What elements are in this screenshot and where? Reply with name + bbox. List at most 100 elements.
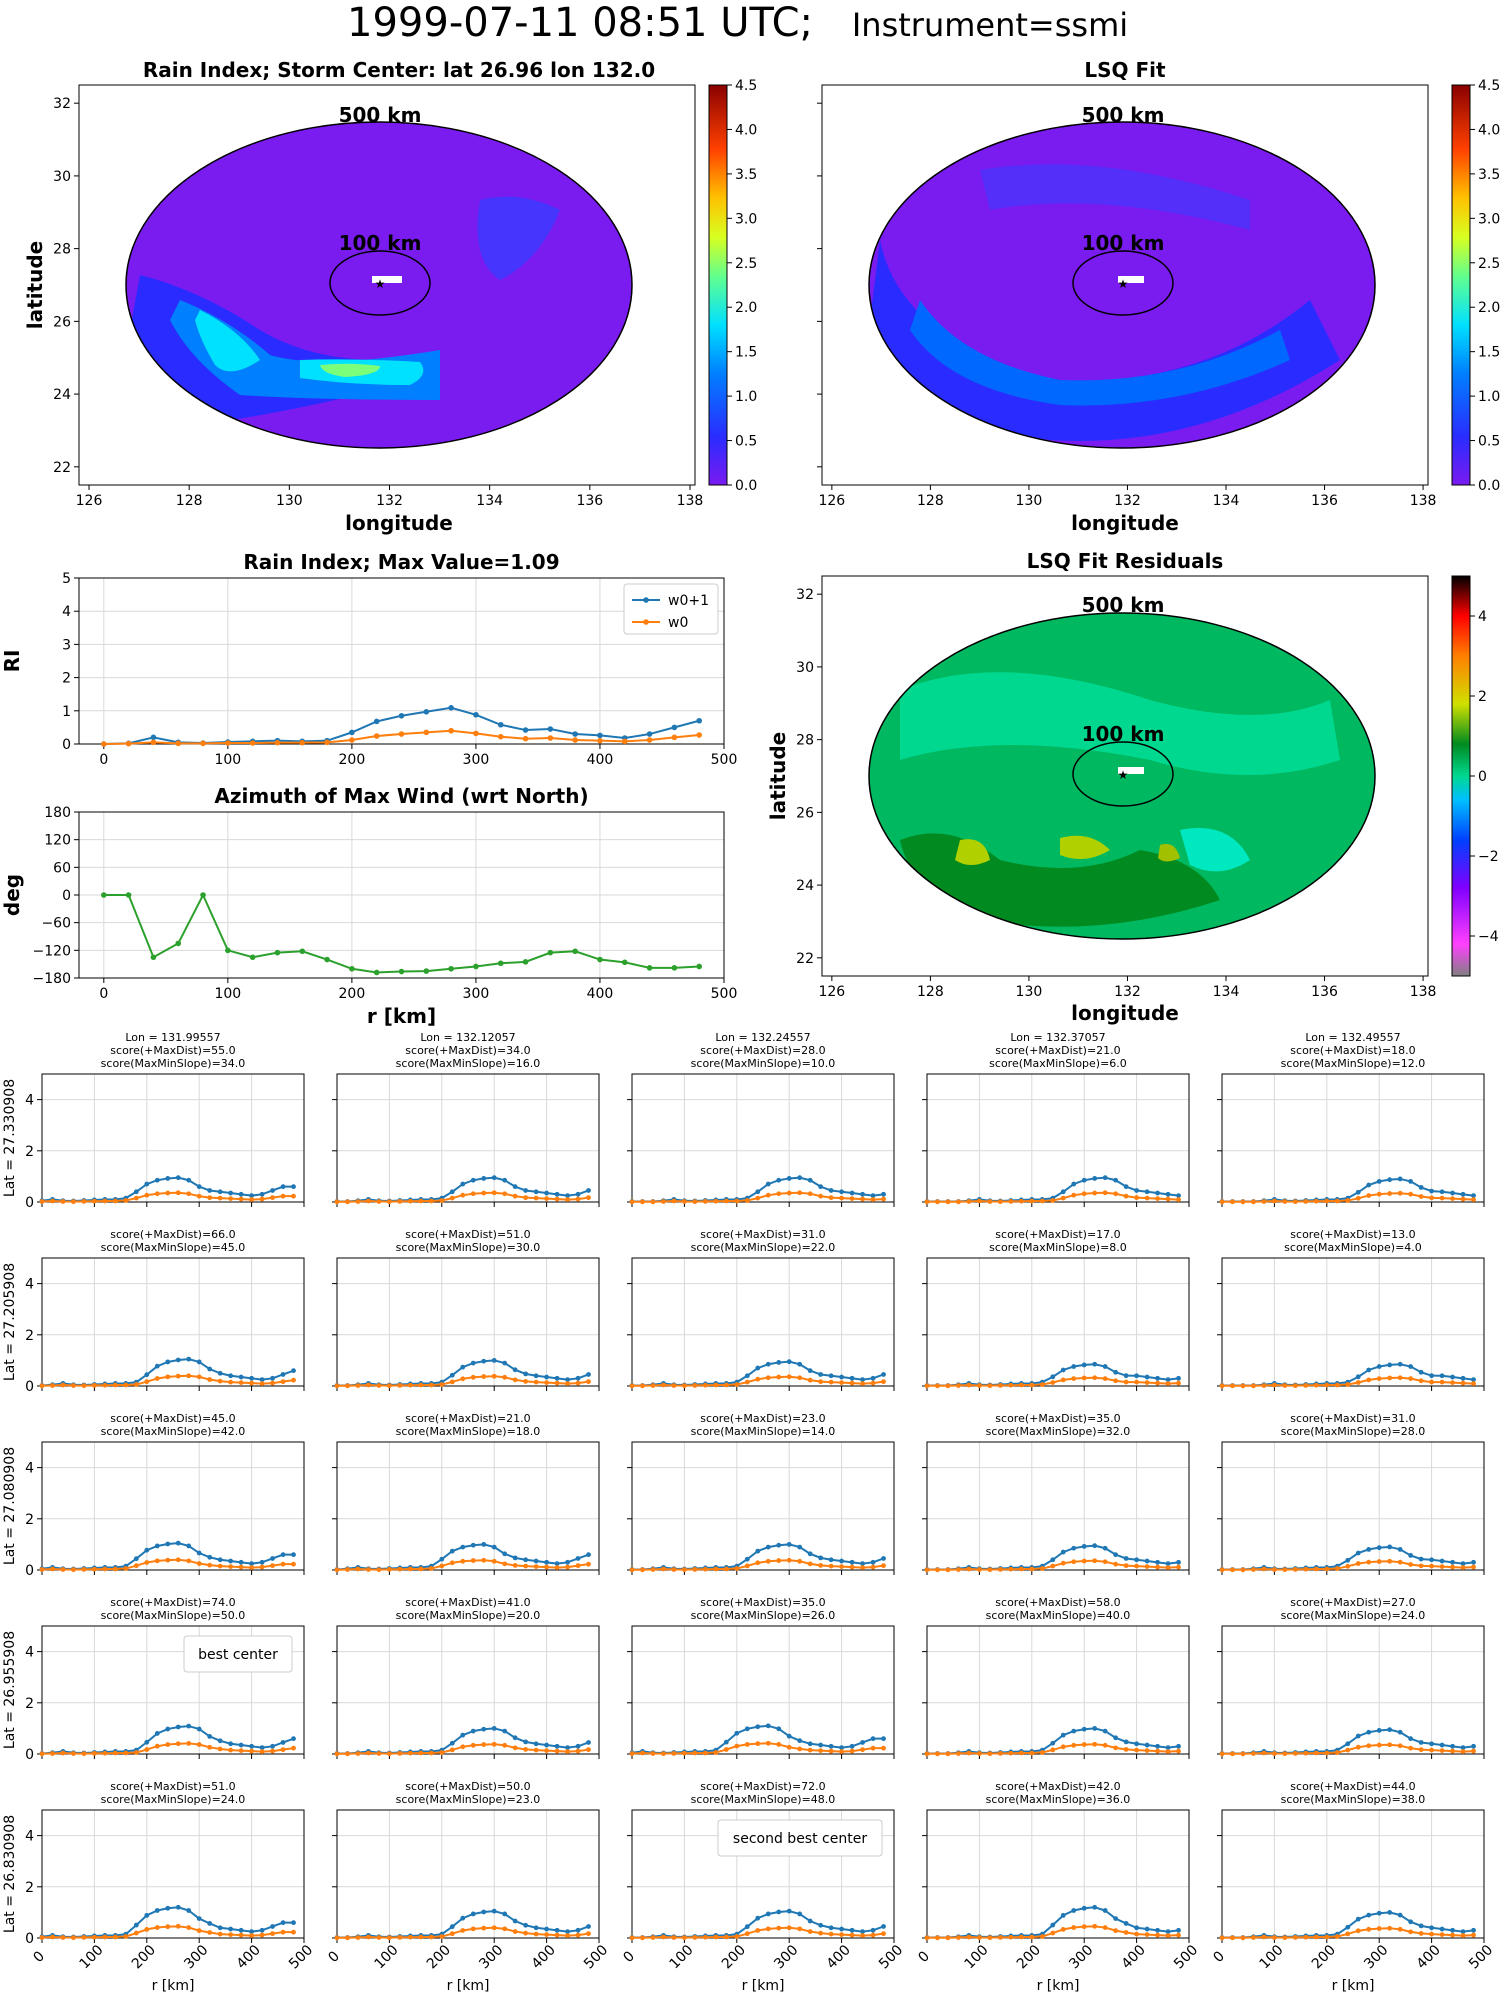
- cell-data-point: [807, 1918, 813, 1924]
- data-point: [473, 730, 479, 737]
- cell-data-point: [418, 1750, 424, 1756]
- cell-data-point: [407, 1750, 413, 1756]
- cell-data-point: [1060, 1377, 1066, 1383]
- cell-score-maxminslope: score(MaxMinSlope)=38.0: [1281, 1793, 1426, 1806]
- cell-data-point: [71, 1199, 76, 1205]
- cell-data-point: [945, 1567, 951, 1573]
- cell-data-point: [1060, 1912, 1066, 1918]
- x-tick-label: 400: [587, 986, 614, 1002]
- cell-data-point: [1081, 1362, 1087, 1368]
- cell-data-point: [238, 1927, 244, 1933]
- cell-x-tick-label: 400: [529, 1942, 559, 1972]
- cell-data-point: [776, 1374, 782, 1380]
- cell-data-point: [491, 1726, 497, 1731]
- cell-data-point: [1418, 1369, 1424, 1375]
- cell-data-point: [387, 1199, 392, 1205]
- cell-data-point: [334, 1751, 340, 1757]
- data-point: [621, 959, 628, 966]
- cell-data-point: [1155, 1196, 1160, 1201]
- cell-data-point: [870, 1745, 876, 1751]
- cell-data-point: [575, 1932, 581, 1938]
- x-tick-label: 200: [339, 986, 366, 1002]
- cell-x-tick-label: 400: [1119, 1942, 1149, 1972]
- cell-data-point: [1471, 1748, 1476, 1754]
- cell-data-point: [1176, 1559, 1181, 1565]
- cell-data-point: [491, 1558, 497, 1564]
- cell-x-tick-label: 200: [129, 1942, 159, 1972]
- cell-data-point: [734, 1743, 740, 1749]
- cell-data-point: [207, 1366, 213, 1372]
- cell-data-point: [1355, 1744, 1361, 1750]
- cell-data-point: [765, 1926, 771, 1932]
- cell-data-point: [207, 1195, 213, 1201]
- cell-data-point: [512, 1193, 518, 1199]
- data-point: [101, 741, 107, 747]
- cell-data-point: [291, 1377, 296, 1383]
- cell-data-point: [291, 1193, 296, 1199]
- cell-lon-label: Lon = 132.49557: [1305, 1031, 1400, 1044]
- cell-data-point: [1039, 1750, 1045, 1755]
- cell-data-point: [154, 1908, 160, 1913]
- cell-data-point: [249, 1743, 255, 1749]
- cell-data-point: [1450, 1559, 1455, 1565]
- cell-data-point: [50, 1566, 55, 1572]
- cell-data-point: [1050, 1374, 1056, 1380]
- cell-data-point: [544, 1374, 549, 1380]
- cell-data-point: [1155, 1748, 1160, 1754]
- cell-data-point: [554, 1748, 560, 1754]
- cell-data-point: [1081, 1191, 1087, 1197]
- cell-data-point: [1450, 1743, 1455, 1749]
- fit-band-outer: [870, 240, 1340, 441]
- cell-x-tick-label: 300: [1066, 1942, 1096, 1972]
- cell-data-point: [460, 1928, 466, 1933]
- map-x-tick-label: 138: [677, 493, 704, 509]
- cell-data-point: [523, 1563, 529, 1569]
- cell-data-point: [144, 1739, 150, 1745]
- cell-data-point: [1060, 1195, 1066, 1201]
- cell-score-maxminslope: score(MaxMinSlope)=26.0: [691, 1609, 836, 1622]
- rain-index-ylabel: latitude: [23, 241, 47, 329]
- data-point: [175, 740, 182, 747]
- cell-data-point: [428, 1198, 434, 1204]
- cell-data-point: [1113, 1745, 1119, 1751]
- cell-data-point: [439, 1556, 445, 1562]
- y-axis-label: deg: [0, 874, 24, 916]
- cell-data-point: [586, 1931, 591, 1937]
- cell-data-point: [60, 1382, 66, 1388]
- cell-data-point: [765, 1544, 771, 1550]
- cell-data-point: [1102, 1728, 1108, 1734]
- row-lat-label: Lat = 26.955908: [2, 1631, 18, 1749]
- cell-data-point: [1272, 1751, 1277, 1756]
- cell-data-point: [860, 1377, 865, 1382]
- cell-data-point: [713, 1750, 719, 1755]
- cell-data-point: [1144, 1558, 1150, 1564]
- rain-index-field: [126, 122, 632, 448]
- cell-data-point: [470, 1742, 476, 1748]
- cell-data-point: [575, 1927, 581, 1933]
- cell-data-point: [797, 1361, 803, 1367]
- cell-data-point: [291, 1920, 296, 1926]
- cell-data-point: [259, 1381, 265, 1386]
- y-tick-label: −180: [33, 971, 71, 987]
- data-point: [373, 718, 380, 725]
- cell-data-point: [640, 1199, 645, 1205]
- cell-data-point: [207, 1562, 213, 1568]
- cell-data-point: [1471, 1927, 1476, 1933]
- cell-data-point: [249, 1561, 255, 1566]
- cell-data-point: [734, 1198, 740, 1204]
- legend-label: w0: [668, 615, 688, 631]
- colorbar-tick-label: 2.0: [735, 300, 757, 316]
- cell-data-point: [207, 1744, 213, 1750]
- cell-data-point: [470, 1177, 476, 1183]
- cell-data-point: [502, 1191, 508, 1197]
- map-x-tick-label: 132: [1114, 984, 1141, 1000]
- cell-data-point: [418, 1934, 424, 1940]
- cell-data-point: [1408, 1562, 1414, 1567]
- cell-data-point: [92, 1198, 97, 1204]
- cell-data-point: [849, 1559, 855, 1565]
- cell-data-point: [1324, 1566, 1330, 1572]
- cell-data-point: [1230, 1567, 1235, 1573]
- cell-data-point: [1439, 1558, 1445, 1564]
- cell-data-point: [839, 1932, 844, 1937]
- cell-data-point: [565, 1564, 570, 1570]
